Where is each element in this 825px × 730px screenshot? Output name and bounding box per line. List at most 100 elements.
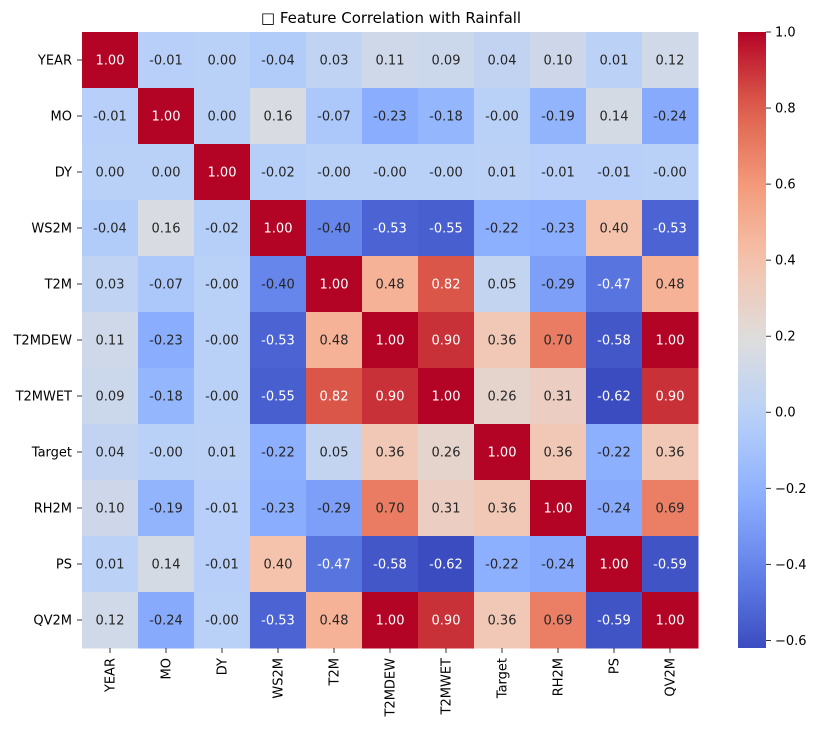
- heatmap-cell: [474, 480, 531, 537]
- heatmap-cell: [362, 368, 419, 425]
- heatmap-cell: [474, 536, 531, 593]
- heatmap-cell: [362, 200, 419, 257]
- cell-value-label: 1.00: [208, 166, 237, 181]
- y-tick-label: WS2M: [31, 222, 72, 237]
- heatmap-cell: [418, 200, 475, 257]
- cell-value-label: 0.40: [264, 558, 293, 573]
- cell-value-label: -0.58: [597, 334, 631, 349]
- cell-value-label: -0.00: [205, 614, 239, 629]
- heatmap-cell: [138, 424, 195, 481]
- heatmap-cell: [82, 144, 139, 201]
- heatmap-cell: [642, 592, 699, 649]
- heatmap-cell: [194, 368, 251, 425]
- cell-value-label: -0.07: [149, 278, 183, 293]
- cell-value-label: -0.29: [541, 278, 575, 293]
- cell-value-label: 0.09: [96, 390, 125, 405]
- heatmap-cell: [418, 424, 475, 481]
- cell-value-label: -0.19: [541, 110, 575, 125]
- cell-value-label: -0.22: [485, 222, 519, 237]
- heatmap-cell: [418, 256, 475, 313]
- heatmap-cell: [194, 424, 251, 481]
- heatmap-cell: [586, 536, 643, 593]
- heatmap-cell: [138, 592, 195, 649]
- heatmap-cell: [586, 592, 643, 649]
- heatmap-cell: [138, 256, 195, 313]
- heatmap-cell: [642, 200, 699, 257]
- heatmap-cell: [642, 536, 699, 593]
- cell-value-label: 0.36: [656, 446, 685, 461]
- cell-value-label: 0.00: [208, 54, 237, 69]
- chart-title: □ Feature Correlation with Rainfall: [261, 9, 521, 27]
- cell-value-label: -0.53: [261, 334, 295, 349]
- x-tick-label: YEAR: [104, 658, 119, 693]
- cell-value-label: -0.00: [485, 110, 519, 125]
- heatmap-cell: [306, 536, 363, 593]
- cell-value-label: 0.36: [376, 446, 405, 461]
- heatmap-cells: 1.00 -0.01 0.00 -0.04 0.03 0.11 0.09 0.04 0.10 0.…: [82, 32, 699, 649]
- heatmap-cell: [306, 256, 363, 313]
- cell-value-label: -0.24: [149, 614, 183, 629]
- heatmap-cell: [474, 424, 531, 481]
- heatmap-cell: [474, 256, 531, 313]
- heatmap-cell: [138, 480, 195, 537]
- heatmap-cell: [586, 200, 643, 257]
- cell-value-label: 0.36: [488, 614, 517, 629]
- cell-value-label: 0.04: [96, 446, 125, 461]
- heatmap-cell: [530, 312, 587, 369]
- cell-value-label: 0.82: [432, 278, 461, 293]
- heatmap-cell: [530, 592, 587, 649]
- heatmap-cell: [194, 144, 251, 201]
- colorbar-tick-label: 0.4: [775, 254, 796, 269]
- colorbar-tick-label: 0.2: [775, 330, 796, 345]
- cell-value-label: -0.23: [541, 222, 575, 237]
- heatmap-cell: [642, 480, 699, 537]
- heatmap-cell: [250, 32, 307, 89]
- heatmap-cell: [250, 312, 307, 369]
- heatmap-cell: [418, 480, 475, 537]
- colorbar-gradient: [738, 32, 766, 648]
- heatmap-cell: [530, 200, 587, 257]
- colorbar-tick-label: −0.2: [775, 482, 807, 497]
- cell-value-label: 0.90: [376, 390, 405, 405]
- cell-value-label: 0.70: [544, 334, 573, 349]
- cell-value-label: 0.70: [376, 502, 405, 517]
- heatmap-cell: [530, 88, 587, 145]
- heatmap-cell: [138, 88, 195, 145]
- heatmap-cell: [82, 424, 139, 481]
- y-tick-labels: YEAR MO DY WS2M T2M T2MDEW T2MWET Target RH2M PS Q…: [12, 54, 82, 629]
- heatmap-cell: [194, 312, 251, 369]
- heatmap-cell: [250, 592, 307, 649]
- cell-value-label: 0.00: [208, 110, 237, 125]
- heatmap-cell: [530, 536, 587, 593]
- heatmap-cell: [642, 424, 699, 481]
- cell-value-label: -0.24: [541, 558, 575, 573]
- cell-value-label: -0.07: [317, 110, 351, 125]
- heatmap-cell: [306, 424, 363, 481]
- cell-value-label: 0.48: [320, 334, 349, 349]
- heatmap-cell: [362, 536, 419, 593]
- heatmap-cell: [194, 88, 251, 145]
- heatmap-cell: [82, 32, 139, 89]
- heatmap-cell: [642, 144, 699, 201]
- cell-value-label: 0.90: [656, 390, 685, 405]
- heatmap-cell: [530, 424, 587, 481]
- heatmap-cell: [530, 480, 587, 537]
- cell-value-label: 0.48: [376, 278, 405, 293]
- cell-value-label: -0.59: [653, 558, 687, 573]
- cell-value-label: 0.36: [544, 446, 573, 461]
- cell-value-label: -0.23: [261, 502, 295, 517]
- y-tick-label: RH2M: [34, 502, 72, 517]
- cell-value-label: 0.05: [320, 446, 349, 461]
- heatmap-cell: [306, 592, 363, 649]
- heatmap-cell: [306, 312, 363, 369]
- y-tick-label: MO: [51, 110, 72, 125]
- heatmap-cell: [250, 144, 307, 201]
- cell-value-label: 1.00: [656, 614, 685, 629]
- cell-value-label: -0.00: [373, 166, 407, 181]
- cell-value-label: -0.01: [149, 54, 183, 69]
- cell-value-label: 0.00: [152, 166, 181, 181]
- cell-value-label: 0.82: [320, 390, 349, 405]
- cell-value-label: 0.36: [488, 334, 517, 349]
- x-tick-label: QV2M: [664, 658, 679, 697]
